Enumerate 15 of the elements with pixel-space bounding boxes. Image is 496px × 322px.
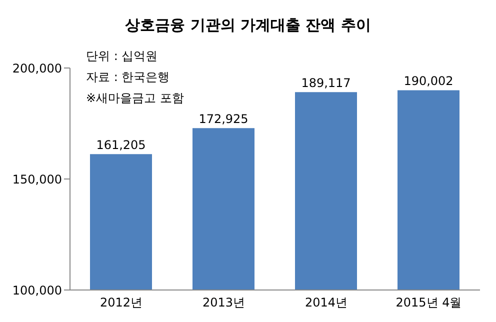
data-label: 161,205 [96,138,146,152]
y-tick-label: 150,000 [12,172,62,186]
data-label: 190,002 [404,74,454,88]
data-label: 172,925 [198,112,248,126]
annotation: 자료 : 한국은행 [86,69,171,86]
y-tick-label: 200,000 [12,61,62,76]
data-label: 189,117 [301,76,351,90]
x-tick-label: 2014년 [304,296,348,310]
annotation: ※새마을금고 포함 [86,90,184,107]
x-tick-label: 2015년 4월 [396,296,462,310]
text: 단위 : 십억원 [86,48,159,65]
chart-title: 상호금융 기관의 가계대출 잔액 추이 [124,16,372,35]
x-tick-label: 2013년 [202,296,246,310]
y-tick-label: 100,000 [12,283,62,298]
x-tick-label: 2012년 [100,296,143,310]
